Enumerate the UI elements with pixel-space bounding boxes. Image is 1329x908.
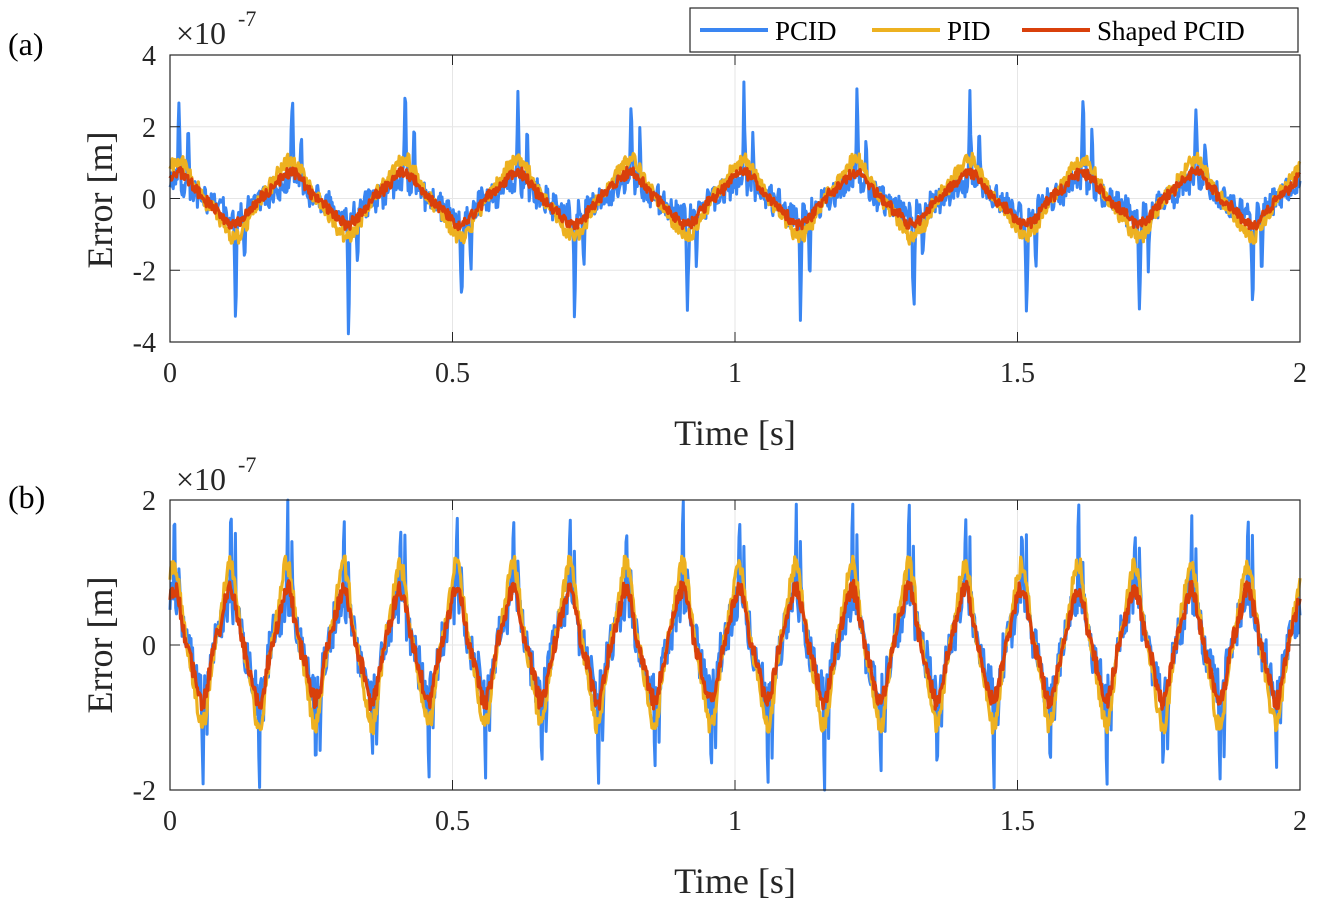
y-tick-label: 4 xyxy=(142,41,156,72)
panel-a: 0 0.5 1 1.5 2 -4 -2 0 2 4 (a) ×10 -7 Time [s] Err… xyxy=(8,6,1307,453)
x-tick-label: 0 xyxy=(163,358,177,389)
y-axis-label: Error [m] xyxy=(80,577,120,714)
series-line-pcid xyxy=(168,80,1302,336)
x-axis-label: Time [s] xyxy=(674,861,796,901)
y-multiplier: ×10 xyxy=(176,15,226,51)
x-tick-label: 0 xyxy=(163,806,177,837)
y-tick-label: -2 xyxy=(133,256,156,287)
panel-b: 0 0.5 1 1.5 2-202 (b) ×10 -7 Time [s] Error … xyxy=(8,452,1307,901)
series-line-shaped-pcid xyxy=(168,165,1302,232)
x-tick-label: 1.5 xyxy=(1000,806,1035,837)
panel-label: (a) xyxy=(8,26,44,62)
x-tick-label: 2 xyxy=(1293,358,1307,389)
legend-box xyxy=(689,7,1299,53)
y-tick-label: -2 xyxy=(133,776,156,807)
x-tick-label: 0.5 xyxy=(435,806,470,837)
x-tick-label: 1 xyxy=(728,806,742,837)
legend-label-pid: PID xyxy=(947,16,991,46)
y-tick-label: 2 xyxy=(142,113,156,144)
y-tick-label: 0 xyxy=(142,631,156,662)
series-line-shaped-pcid xyxy=(168,578,1302,712)
legend: PCID PID Shaped PCID xyxy=(689,7,1299,53)
y-axis-label: Error [m] xyxy=(80,132,120,269)
y-tick-label: 2 xyxy=(142,486,156,517)
x-tick-label: 1 xyxy=(728,358,742,389)
panel-label: (b) xyxy=(8,479,45,515)
y-tick-label: 0 xyxy=(142,185,156,216)
x-axis-label: Time [s] xyxy=(674,413,796,453)
y-multiplier: ×10 xyxy=(176,461,226,497)
legend-label-pcid: PCID xyxy=(775,16,837,46)
x-tick-label: 2 xyxy=(1293,806,1307,837)
x-tick-label: 1.5 xyxy=(1000,358,1035,389)
y-multiplier-exponent: -7 xyxy=(238,6,256,31)
y-tick-label: -4 xyxy=(133,328,156,359)
y-multiplier-exponent: -7 xyxy=(238,452,256,477)
legend-label-shaped-pcid: Shaped PCID xyxy=(1097,16,1245,46)
x-tick-label: 0.5 xyxy=(435,358,470,389)
